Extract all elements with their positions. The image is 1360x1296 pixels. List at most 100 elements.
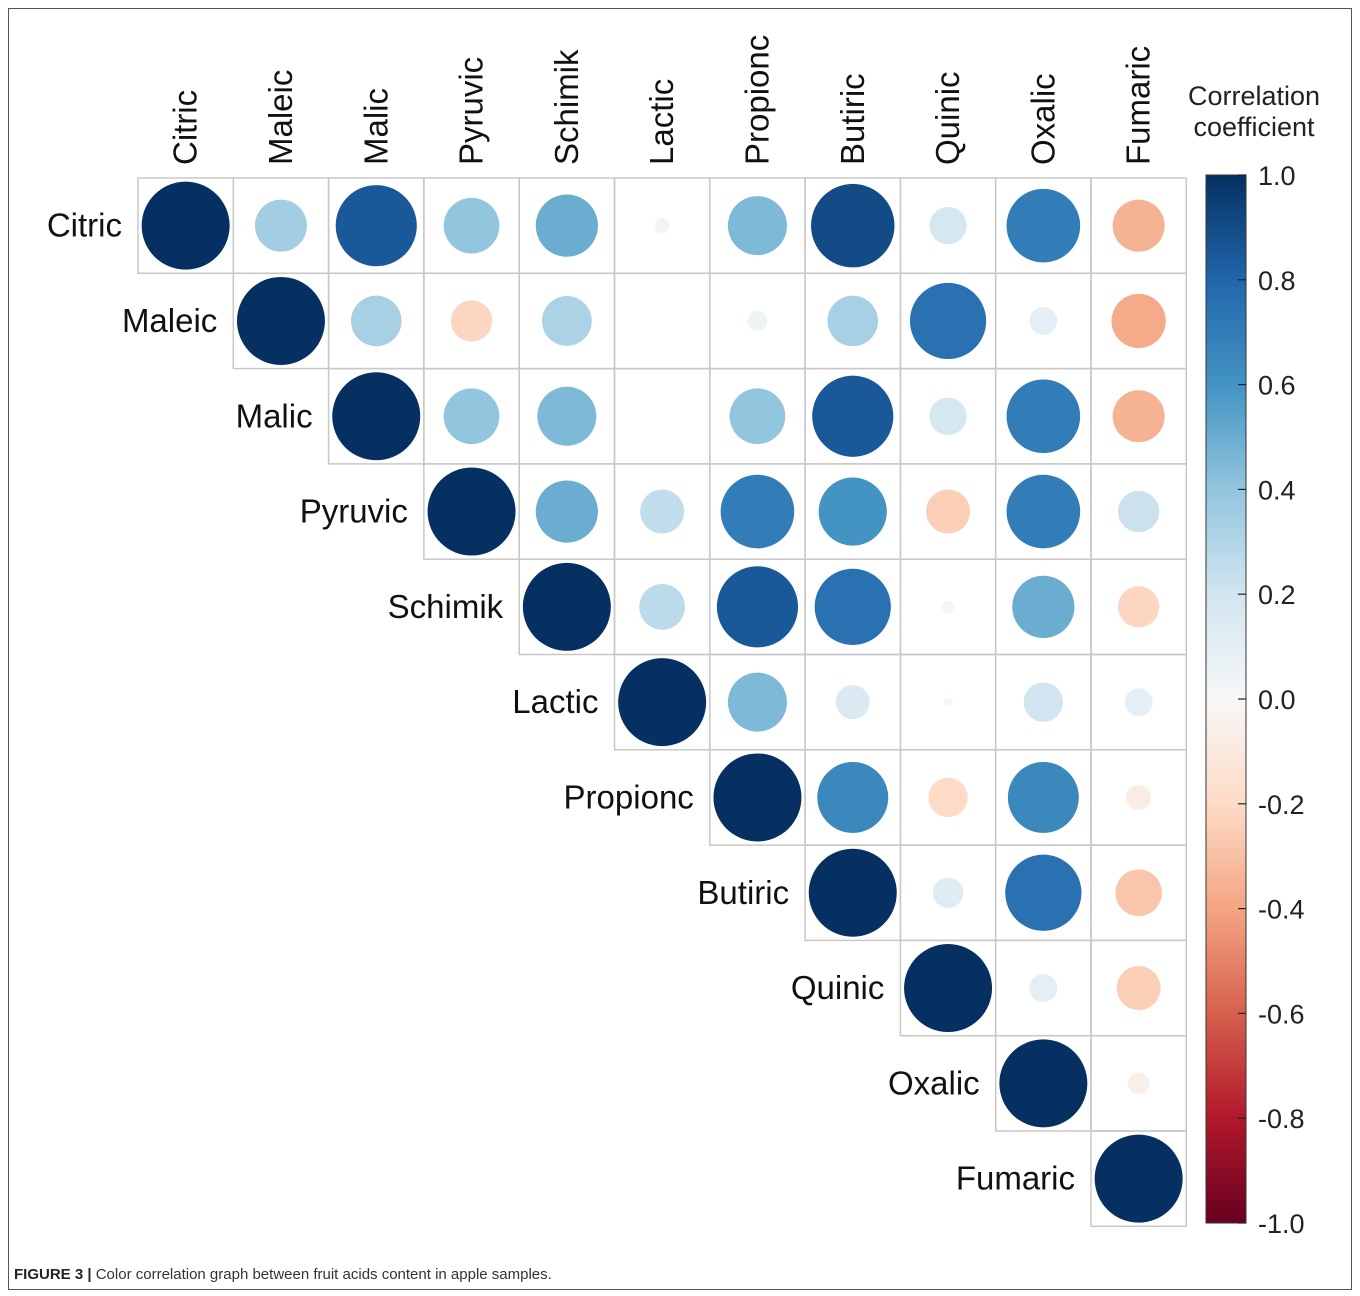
circle-maleic-maleic — [237, 277, 325, 365]
colorbar-tick-label: -1.0 — [1258, 1209, 1305, 1239]
circle-pyruvic-fumaric — [1118, 491, 1159, 532]
colorbar-ticks: 1.0 0.8 0.6 0.4 0.2 0.0 -0.2 -0.4 -0.6 -0.8 -1.0 — [1238, 161, 1305, 1239]
circle-pyruvic-lactic — [640, 490, 684, 534]
column-label-malic: Malic — [357, 88, 394, 165]
row-label-malic: Malic — [236, 397, 313, 434]
figure-caption: FIGURE 3 | Color correlation graph betwe… — [14, 1266, 552, 1283]
circle-pyruvic-propionc — [721, 475, 795, 549]
circle-butiric-butiric — [809, 849, 897, 937]
circle-quinic-quinic — [904, 944, 992, 1032]
circle-propionc-fumaric — [1126, 785, 1151, 810]
circle-maleic-quinic — [910, 283, 986, 359]
circle-pyruvic-schimik — [536, 480, 598, 542]
circle-citric-citric — [142, 182, 230, 270]
colorbar-tick-label: 0.4 — [1258, 475, 1296, 505]
circle-malic-fumaric — [1113, 390, 1165, 442]
circle-lactic-butiric — [836, 685, 870, 719]
circle-quinic-oxalic — [1029, 974, 1057, 1002]
colorbar-tick-label: -0.2 — [1258, 790, 1305, 820]
column-label-lactic: Lactic — [643, 79, 680, 165]
circle-citric-pyruvic — [444, 198, 500, 254]
row-label-pyruvic: Pyruvic — [300, 493, 408, 530]
circle-pyruvic-oxalic — [1007, 475, 1081, 549]
circle-schimik-lactic — [639, 584, 685, 630]
color-legend: Correlation coefficient 1.0 0.8 0.6 0.4 0.2 0… — [1188, 81, 1320, 1239]
column-label-fumaric: Fumaric — [1120, 46, 1157, 165]
circle-malic-malic — [332, 372, 420, 460]
row-label-oxalic: Oxalic — [888, 1064, 980, 1101]
circle-schimik-butiric — [815, 569, 891, 645]
circle-schimik-fumaric — [1118, 586, 1159, 627]
column-label-maleic: Maleic — [262, 70, 299, 165]
column-label-schimik: Schimik — [548, 49, 585, 165]
circle-propionc-butiric — [817, 762, 888, 833]
circle-schimik-propionc — [717, 566, 798, 647]
circle-malic-quinic — [929, 398, 966, 435]
circle-schimik-quinic — [942, 601, 954, 613]
circle-butiric-fumaric — [1115, 869, 1162, 916]
circle-quinic-fumaric — [1117, 966, 1161, 1010]
colorbar-tick-label: 0.8 — [1258, 266, 1296, 296]
circle-lactic-fumaric — [1125, 688, 1153, 716]
caption-label: FIGURE 3 | — [14, 1266, 92, 1283]
row-label-maleic: Maleic — [122, 302, 217, 339]
caption-text: Color correlation graph between fruit ac… — [96, 1266, 552, 1283]
circle-citric-quinic — [929, 207, 966, 244]
circle-pyruvic-butiric — [819, 477, 887, 545]
circle-schimik-schimik — [523, 563, 611, 651]
circle-oxalic-oxalic — [999, 1039, 1087, 1127]
grid-cell-maleic-lactic — [615, 273, 710, 368]
circle-maleic-oxalic — [1029, 307, 1057, 335]
column-label-butiric: Butiric — [834, 73, 871, 165]
row-label-fumaric: Fumaric — [956, 1160, 1075, 1197]
column-label-oxalic: Oxalic — [1024, 73, 1061, 165]
circle-propionc-propionc — [713, 753, 801, 841]
circle-schimik-oxalic — [1012, 576, 1074, 638]
circle-propionc-oxalic — [1008, 762, 1079, 833]
colorbar-tick-label: -0.8 — [1258, 1104, 1305, 1134]
circle-citric-malic — [336, 185, 417, 266]
circle-butiric-oxalic — [1005, 855, 1081, 931]
circle-malic-propionc — [730, 388, 786, 444]
circle-pyruvic-quinic — [926, 490, 970, 534]
row-label-lactic: Lactic — [512, 683, 598, 720]
circle-lactic-oxalic — [1024, 682, 1063, 721]
circle-fumaric-fumaric — [1095, 1135, 1183, 1223]
circle-citric-schimik — [536, 195, 598, 257]
circle-oxalic-fumaric — [1128, 1073, 1150, 1095]
column-label-citric: Citric — [167, 90, 204, 165]
circle-lactic-propionc — [728, 673, 787, 732]
row-label-quinic: Quinic — [791, 969, 885, 1006]
colorbar-tick-label: 1.0 — [1258, 161, 1296, 191]
circle-lactic-quinic — [944, 698, 953, 707]
circle-malic-oxalic — [1007, 379, 1081, 453]
row-label-schimik: Schimik — [388, 588, 504, 625]
circle-citric-fumaric — [1113, 200, 1165, 252]
row-labels: Citric Maleic Malic Pyruvic Schimik Lactic Pro… — [47, 207, 1075, 1197]
circle-butiric-quinic — [933, 878, 963, 908]
legend-title-line2: coefficient — [1193, 112, 1315, 142]
circle-lactic-lactic — [618, 658, 706, 746]
legend-title-line1: Correlation — [1188, 81, 1320, 111]
circle-malic-butiric — [812, 376, 893, 457]
circle-citric-lactic — [655, 218, 670, 233]
grid-cell-malic-lactic — [615, 369, 710, 464]
circle-maleic-propionc — [748, 311, 768, 331]
colorbar-tick-label: 0.6 — [1258, 371, 1296, 401]
correlation-circles — [142, 182, 1183, 1223]
circle-maleic-malic — [351, 296, 402, 347]
row-label-propionc: Propionc — [564, 778, 694, 815]
circle-maleic-pyruvic — [451, 300, 492, 341]
colorbar-tick-label: 0.2 — [1258, 580, 1296, 610]
circle-malic-pyruvic — [444, 388, 500, 444]
colorbar-tick-label: -0.6 — [1258, 999, 1305, 1029]
circle-pyruvic-pyruvic — [428, 468, 516, 556]
circle-maleic-schimik — [542, 296, 592, 346]
colorbar-tick-label: -0.4 — [1258, 895, 1305, 925]
circle-citric-butiric — [811, 184, 894, 267]
row-label-citric: Citric — [47, 207, 122, 244]
circle-maleic-fumaric — [1112, 294, 1166, 348]
column-label-quinic: Quinic — [929, 71, 966, 165]
column-label-pyruvic: Pyruvic — [453, 57, 490, 165]
